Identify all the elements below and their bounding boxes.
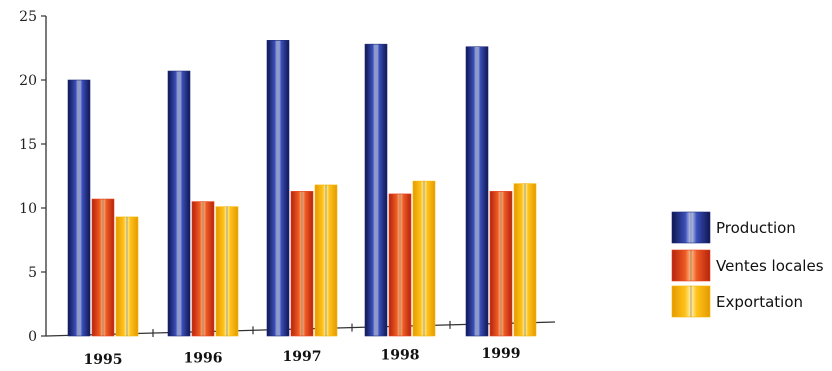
bar-exportation-1996 [215, 206, 239, 337]
legend-swatch-ventes-locales [671, 249, 711, 282]
legend-label-production: Production [716, 219, 796, 237]
y-tick-label: 25 [19, 9, 37, 25]
bar-production-1995 [67, 79, 91, 337]
y-tick-label: 5 [28, 265, 37, 281]
legend-label-ventes-locales: Ventes locales [716, 257, 824, 275]
bar-exportation-1995 [115, 216, 139, 337]
bars [67, 40, 537, 337]
x-tick-label-1995: 1995 [84, 352, 123, 368]
y-tick-label: 15 [19, 137, 37, 153]
bar-production-1996 [167, 70, 191, 337]
bar-ventes-locales-1998 [388, 193, 412, 337]
bar-ventes-locales-1996 [191, 201, 215, 337]
x-tick-label-1998: 1998 [381, 348, 420, 364]
x-tick-label-1999: 1999 [482, 346, 521, 362]
y-tick-label: 0 [28, 329, 37, 345]
legend-label-exportation: Exportation [716, 293, 803, 311]
bar-production-1998 [364, 43, 388, 337]
bar-ventes-locales-1995 [91, 198, 115, 337]
legend-swatch-production [671, 211, 711, 244]
bar-exportation-1997 [314, 184, 338, 337]
legend: Production Ventes locales Exportation [671, 211, 824, 318]
bar-exportation-1999 [513, 183, 537, 337]
y-tick-label: 10 [19, 201, 37, 217]
bar-ventes-locales-1999 [489, 191, 513, 337]
x-tick-label-1997: 1997 [283, 349, 322, 365]
bar-production-1999 [465, 46, 489, 337]
bar-ventes-locales-1997 [290, 191, 314, 337]
x-tick-label-1996: 1996 [184, 351, 223, 367]
bar-production-1997 [266, 40, 290, 337]
y-tick-label: 20 [19, 73, 37, 89]
bar-exportation-1998 [412, 180, 436, 337]
legend-swatch-exportation [671, 285, 711, 318]
axes: 0 5 10 15 20 25 1995 1996 1997 1998 1999 [19, 9, 556, 368]
